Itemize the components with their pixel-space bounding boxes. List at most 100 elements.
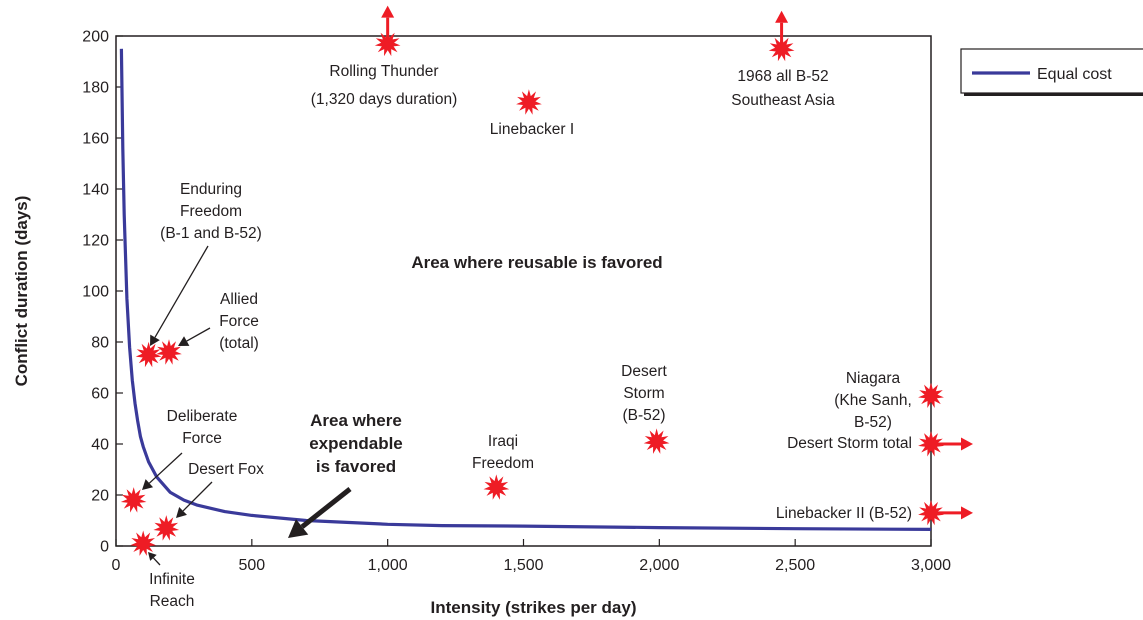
rolling-thunder-arrow-head xyxy=(381,5,395,18)
label-enduring-freedom: Enduring Freedom (B-1 and B-52) xyxy=(160,181,262,242)
tick-labels: 0 20 40 60 80 100 120 140 160 180 200 0 500 1,000 1,50… xyxy=(12,29,951,618)
desert-fox-burst xyxy=(153,515,180,541)
leader-desert-fox-head xyxy=(176,507,187,518)
y-tick-label: 80 xyxy=(91,335,109,352)
leader-deliberate-force-head xyxy=(142,479,154,490)
label-niagara-line: Niagara xyxy=(846,370,901,387)
label-desert-fox: Desert Fox xyxy=(188,461,264,478)
annotations: Rolling Thunder (1,320 days duration) 1968… xyxy=(142,63,912,610)
label-allied-force: Allied Force (total) xyxy=(219,291,259,352)
leader-infinite-reach xyxy=(148,552,161,566)
leader-enduring-freedom-head xyxy=(150,334,160,346)
label-allied-force-line: Force xyxy=(219,313,259,330)
1968-all-b-52-southeast-asia-burst xyxy=(768,35,795,62)
label-niagara-line: B-52) xyxy=(854,414,892,431)
y-tick-label: 100 xyxy=(82,284,109,301)
label-desert-fox-line: Desert Fox xyxy=(188,461,264,478)
label-desert-storm-total: Desert Storm total xyxy=(787,435,912,452)
x-tick-label: 3,000 xyxy=(911,557,951,574)
label-linebacker-i: Linebacker I xyxy=(490,121,574,138)
label-deliberate-force-line: Deliberate xyxy=(167,408,238,425)
leader-expendable-head xyxy=(288,519,309,538)
rolling-thunder-burst xyxy=(374,30,401,57)
y-tick-label: 120 xyxy=(82,233,109,250)
label-desert-storm-b52-line: Storm xyxy=(623,385,664,402)
leader-allied-force-head xyxy=(178,336,190,346)
y-tick-label: 160 xyxy=(82,131,109,148)
leader-enduring-freedom xyxy=(150,245,209,346)
deliberate-force-burst xyxy=(120,487,147,513)
enduring-freedom-b-1-and-b-52-burst xyxy=(135,341,162,368)
y-tick-label: 140 xyxy=(82,182,109,199)
x-tick-label: 0 xyxy=(112,557,121,574)
1968-all-b-52-southeast-asia-arrow-head xyxy=(775,10,789,23)
label-enduring-freedom-line: Freedom xyxy=(180,203,242,220)
linebacker-ii-b-52-burst xyxy=(918,499,944,526)
label-infinite-reach: Infinite Reach xyxy=(149,571,195,610)
equal-cost-curve xyxy=(119,48,932,531)
linebacker-ii-b-52-arrow xyxy=(937,506,973,520)
legend-box xyxy=(960,48,1143,94)
iraqi-freedom-burst xyxy=(483,474,510,500)
y-axis-title: Conflict duration (days) xyxy=(12,196,31,387)
label-desert-storm-b52: Desert Storm (B-52) xyxy=(621,363,667,424)
label-linebacker-ii-line: Linebacker II (B-52) xyxy=(776,505,912,522)
label-allied-force-line: (total) xyxy=(219,335,259,352)
equal-cost-curve-group xyxy=(119,48,932,531)
desert-storm-total-burst xyxy=(918,431,944,457)
niagara-khe-sanh-b-52-burst xyxy=(918,382,944,408)
label-1968-sea-line: 1968 all B-52 xyxy=(737,68,828,85)
label-desert-storm-b52-line: (B-52) xyxy=(622,407,665,424)
x-tick-label: 1,500 xyxy=(503,557,543,574)
label-enduring-freedom-line: Enduring xyxy=(180,181,242,198)
y-tick-label: 40 xyxy=(91,437,109,454)
leader-infinite-reach-shaft xyxy=(152,557,161,566)
region-expendable-line: expendable xyxy=(309,434,403,453)
leader-desert-fox-shaft xyxy=(182,481,213,512)
label-enduring-freedom-line: (B-1 and B-52) xyxy=(160,225,262,242)
linebacker-i-burst xyxy=(516,89,542,115)
legend: Equal cost xyxy=(960,48,1143,96)
leader-deliberate-force xyxy=(142,452,183,490)
label-iraqi-freedom-line: Freedom xyxy=(472,455,534,472)
label-deliberate-force: Deliberate Force xyxy=(167,408,238,447)
x-tick-label: 2,000 xyxy=(639,557,679,574)
allied-force-total-burst xyxy=(156,339,182,365)
label-rolling-thunder-line: Rolling Thunder xyxy=(329,63,438,80)
x-tick-label: 1,000 xyxy=(368,557,408,574)
label-linebacker-i-line: Linebacker I xyxy=(490,121,574,138)
legend-label: Equal cost xyxy=(1037,66,1112,83)
y-tick-label: 0 xyxy=(100,539,109,556)
label-1968-sea-line: Southeast Asia xyxy=(731,92,835,109)
leader-desert-fox xyxy=(176,481,213,518)
label-rolling-thunder-line: (1,320 days duration) xyxy=(311,91,457,108)
conflict-points xyxy=(120,5,973,556)
leader-allied-force xyxy=(178,327,211,346)
label-iraqi-freedom-line: Iraqi xyxy=(488,433,518,450)
label-allied-force-line: Allied xyxy=(220,291,258,308)
label-rolling-thunder: Rolling Thunder (1,320 days duration) xyxy=(311,63,457,108)
y-tick-label: 60 xyxy=(91,386,109,403)
region-reusable-line: Area where reusable is favored xyxy=(411,253,662,272)
label-infinite-reach-line: Reach xyxy=(150,593,195,610)
leader-deliberate-force-shaft xyxy=(148,452,183,484)
leader-expendable xyxy=(288,487,352,538)
region-expendable-line: Area where xyxy=(310,411,402,430)
x-axis-title: Intensity (strikes per day) xyxy=(431,598,637,617)
label-niagara: Niagara (Khe Sanh, B-52) xyxy=(834,370,912,431)
label-niagara-line: (Khe Sanh, xyxy=(834,392,912,409)
x-tick-label: 500 xyxy=(238,557,265,574)
x-tick-label: 2,500 xyxy=(775,557,815,574)
desert-storm-b-52-burst xyxy=(643,428,670,454)
y-tick-label: 200 xyxy=(82,29,109,46)
leader-allied-force-shaft xyxy=(186,327,211,342)
leader-enduring-freedom-shaft xyxy=(154,245,209,338)
label-linebacker-ii: Linebacker II (B-52) xyxy=(776,505,912,522)
leader-infinite-reach-head xyxy=(148,552,157,561)
infinite-reach-burst xyxy=(130,530,156,556)
label-iraqi-freedom: Iraqi Freedom xyxy=(472,433,534,472)
region-expendable: Area where expendable is favored xyxy=(309,411,403,476)
y-tick-label: 180 xyxy=(82,80,109,97)
y-tick-label: 20 xyxy=(91,488,109,505)
